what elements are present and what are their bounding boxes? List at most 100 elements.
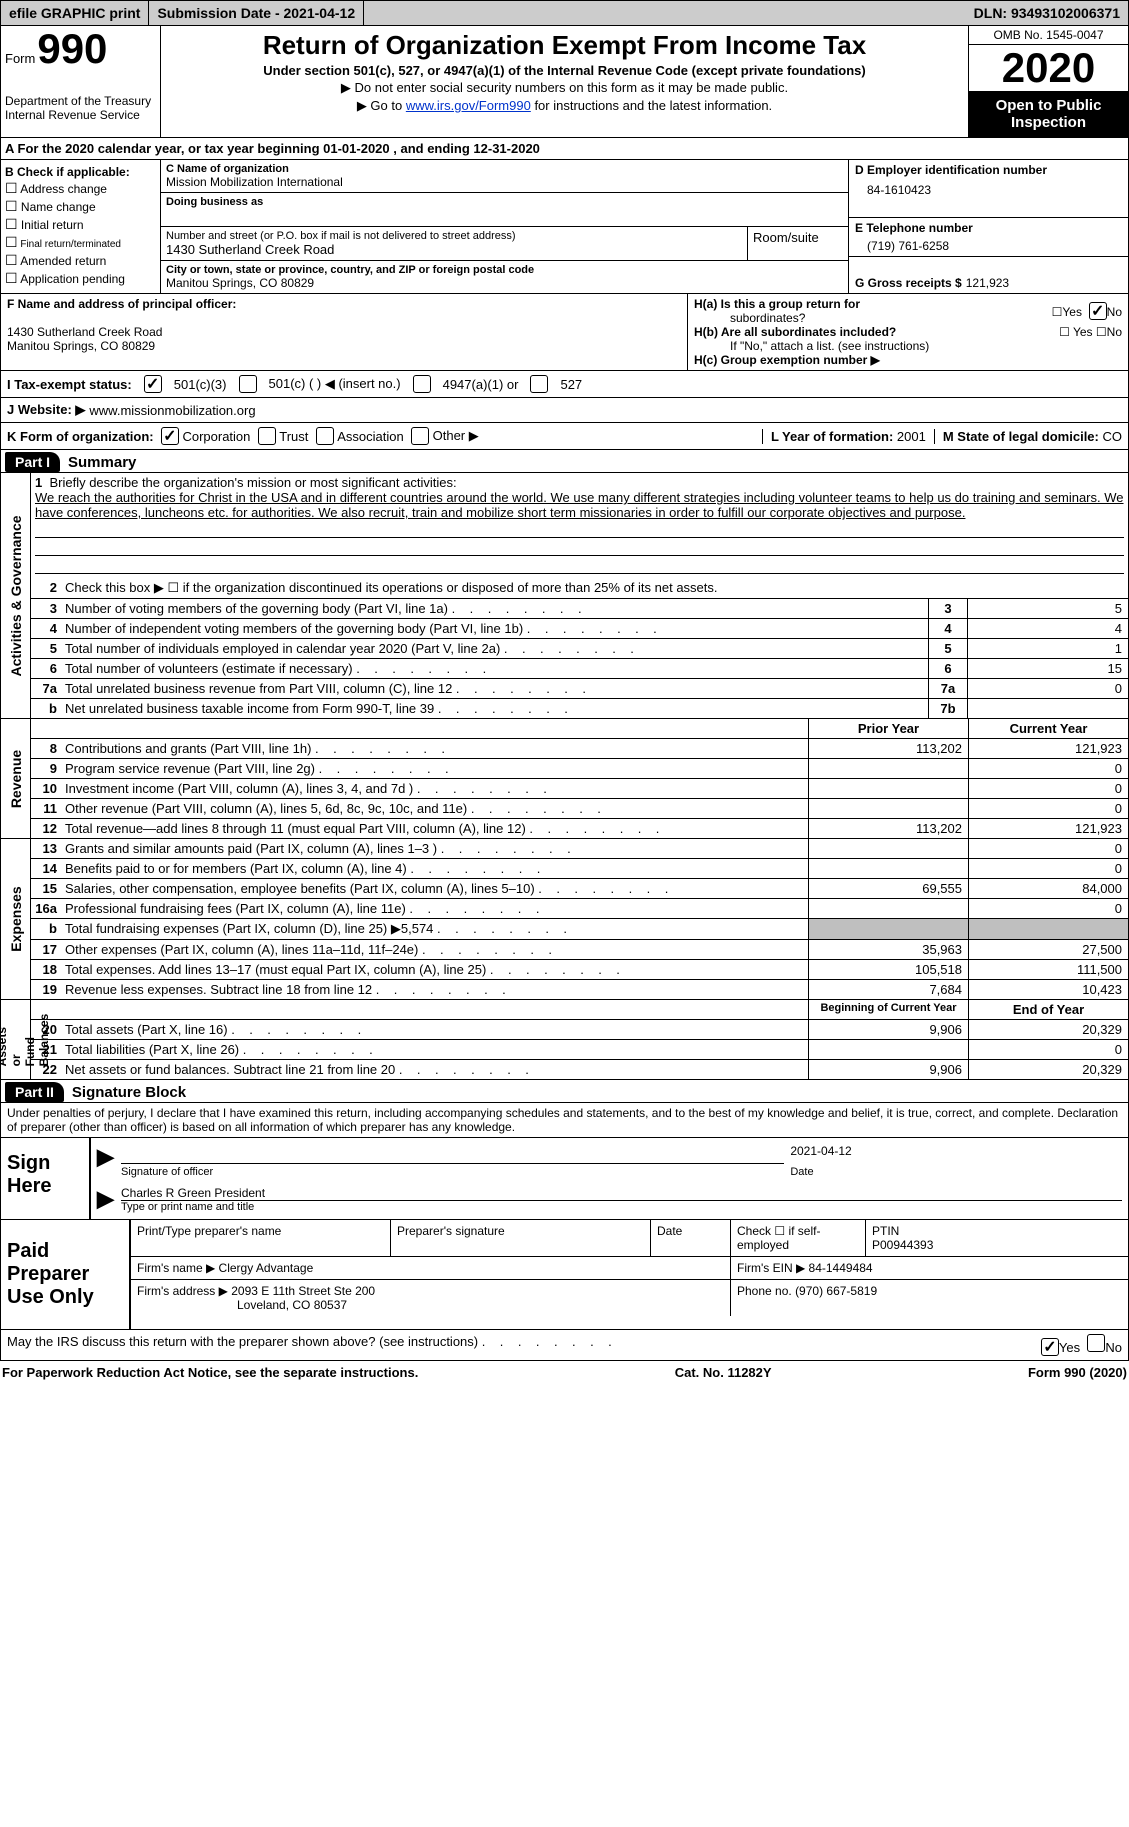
signature-block: Under penalties of perjury, I declare th… xyxy=(0,1103,1129,1220)
omb-number: OMB No. 1545-0047 xyxy=(969,26,1128,45)
top-bar: efile GRAPHIC print Submission Date - 20… xyxy=(0,0,1129,26)
mission-text: We reach the authorities for Christ in t… xyxy=(35,490,1124,520)
row-a-period: A For the 2020 calendar year, or tax yea… xyxy=(0,138,1129,160)
summary-row: 14Benefits paid to or for members (Part … xyxy=(31,859,1128,879)
box-b-title: B Check if applicable: xyxy=(5,165,156,179)
summary-row: 11Other revenue (Part VIII, column (A), … xyxy=(31,799,1128,819)
ssn-note: ▶ Do not enter social security numbers o… xyxy=(165,80,964,96)
summary-row: 22Net assets or fund balances. Subtract … xyxy=(31,1060,1128,1079)
chk-pending: ☐ Application pending xyxy=(5,270,156,287)
officer-group-row: F Name and address of principal officer:… xyxy=(0,294,1129,371)
firm-phone: (970) 667-5819 xyxy=(795,1284,877,1298)
summary-row: 12Total revenue—add lines 8 through 11 (… xyxy=(31,819,1128,838)
form-word: Form xyxy=(5,51,35,66)
irs-link[interactable]: www.irs.gov/Form990 xyxy=(406,98,531,113)
part-ii-header: Part II Signature Block xyxy=(0,1080,1129,1103)
form-of-org-row: K Form of organization: Corporation Trus… xyxy=(0,423,1129,450)
firm-ein: 84-1449484 xyxy=(809,1261,873,1275)
firm-addr2: Loveland, CO 80537 xyxy=(137,1298,347,1312)
tax-status-row: I Tax-exempt status: 501(c)(3) 501(c) ( … xyxy=(0,371,1129,398)
website: www.missionmobilization.org xyxy=(89,403,255,418)
summary-row: bNet unrelated business taxable income f… xyxy=(31,699,1128,718)
summary-row: 16aProfessional fundraising fees (Part I… xyxy=(31,899,1128,919)
city: Manitou Springs, CO 80829 xyxy=(166,276,843,290)
preparer-block: Paid Preparer Use Only Print/Type prepar… xyxy=(0,1220,1129,1330)
form-ref: Form 990 (2020) xyxy=(1028,1365,1127,1380)
chk-name: ☐ Name change xyxy=(5,198,156,215)
form-number: 990 xyxy=(37,30,107,68)
lbl-officer: F Name and address of principal officer: xyxy=(7,297,681,311)
chk-initial: ☐ Initial return xyxy=(5,216,156,233)
org-name: Mission Mobilization International xyxy=(166,175,843,189)
form-subtitle: Under section 501(c), 527, or 4947(a)(1)… xyxy=(165,63,964,78)
chk-4947[interactable] xyxy=(413,375,431,393)
discuss-yes[interactable] xyxy=(1041,1338,1059,1356)
hb-note: If "No," attach a list. (see instruction… xyxy=(694,339,1122,353)
form-header: Form 990 Department of the Treasury Inte… xyxy=(0,26,1129,138)
chk-amended: ☐ Amended return xyxy=(5,252,156,269)
efile-label: efile GRAPHIC print xyxy=(1,1,149,25)
dept-treasury: Department of the Treasury Internal Reve… xyxy=(5,94,156,122)
summary-row: 15Salaries, other compensation, employee… xyxy=(31,879,1128,899)
sig-date: 2021-04-12 xyxy=(784,1144,1122,1166)
firm-addr1: 2093 E 11th Street Ste 200 xyxy=(231,1284,375,1298)
summary-row: 7aTotal unrelated business revenue from … xyxy=(31,679,1128,699)
open-inspection: Open to Public Inspection xyxy=(969,91,1128,137)
summary-row: bTotal fundraising expenses (Part IX, co… xyxy=(31,919,1128,940)
officer-addr1: 1430 Sutherland Creek Road xyxy=(7,325,681,339)
perjury-note: Under penalties of perjury, I declare th… xyxy=(1,1103,1128,1138)
ha-lbl: H(a) Is this a group return for xyxy=(694,297,860,311)
summary-row: 3Number of voting members of the governi… xyxy=(31,599,1128,619)
summary-row: 21Total liabilities (Part X, line 26)0 xyxy=(31,1040,1128,1060)
website-row: J Website: ▶ www.missionmobilization.org xyxy=(0,398,1129,423)
box-b: B Check if applicable: ☐ Address change … xyxy=(1,160,161,293)
part-i-header: Part I Summary xyxy=(0,450,1129,473)
form-title: Return of Organization Exempt From Incom… xyxy=(165,30,964,61)
chk-other[interactable] xyxy=(411,427,429,445)
chk-501c[interactable] xyxy=(239,375,257,393)
summary-row: 9Program service revenue (Part VIII, lin… xyxy=(31,759,1128,779)
page-footer: For Paperwork Reduction Act Notice, see … xyxy=(0,1361,1129,1384)
paid-prep-label: Paid Preparer Use Only xyxy=(1,1220,131,1329)
chk-address: ☐ Address change xyxy=(5,180,156,197)
ha-no-chk[interactable] xyxy=(1089,302,1107,320)
chk-corp[interactable] xyxy=(161,427,179,445)
lbl-room: Room/suite xyxy=(753,230,843,245)
net-section: Net Assets or Fund Balances Beginning of… xyxy=(0,1000,1129,1080)
domicile: CO xyxy=(1103,429,1123,444)
summary-row: 19Revenue less expenses. Subtract line 1… xyxy=(31,980,1128,999)
hb-lbl: H(b) Are all subordinates included? xyxy=(694,325,896,339)
lbl-city: City or town, state or province, country… xyxy=(166,264,843,276)
ein: 84-1610423 xyxy=(855,183,1122,197)
lbl-dba: Doing business as xyxy=(166,196,843,208)
sign-here-label: Sign Here xyxy=(1,1138,91,1219)
summary-row: 10Investment income (Part VIII, column (… xyxy=(31,779,1128,799)
line-1: 1 Briefly describe the organization's mi… xyxy=(31,473,1128,578)
gov-section: Activities & Governance 1 Briefly descri… xyxy=(0,473,1129,719)
chk-trust[interactable] xyxy=(258,427,276,445)
summary-row: 17Other expenses (Part IX, column (A), l… xyxy=(31,940,1128,960)
street: 1430 Sutherland Creek Road xyxy=(166,242,742,257)
chk-assoc[interactable] xyxy=(316,427,334,445)
lbl-ein: D Employer identification number xyxy=(855,163,1122,177)
dln: DLN: 93493102006371 xyxy=(974,5,1128,21)
officer-addr2: Manitou Springs, CO 80829 xyxy=(7,339,681,353)
chk-527[interactable] xyxy=(530,375,548,393)
discuss-no[interactable] xyxy=(1087,1334,1105,1352)
chk-501c3[interactable] xyxy=(144,375,162,393)
summary-row: 4Number of independent voting members of… xyxy=(31,619,1128,639)
submission-date: Submission Date - 2021-04-12 xyxy=(149,1,364,25)
summary-row: 13Grants and similar amounts paid (Part … xyxy=(31,839,1128,859)
exp-section: Expenses 13Grants and similar amounts pa… xyxy=(0,839,1129,1000)
summary-row: 20Total assets (Part X, line 16)9,90620,… xyxy=(31,1020,1128,1040)
lbl-org-name: C Name of organization xyxy=(166,163,843,175)
lbl-gross: G Gross receipts $ xyxy=(855,276,962,290)
summary-row: 6Total number of volunteers (estimate if… xyxy=(31,659,1128,679)
summary-row: 8Contributions and grants (Part VIII, li… xyxy=(31,739,1128,759)
gross-receipts: 121,923 xyxy=(966,276,1009,290)
lbl-phone: E Telephone number xyxy=(855,221,1122,235)
firm-name: Clergy Advantage xyxy=(219,1261,314,1275)
lbl-street: Number and street (or P.O. box if mail i… xyxy=(166,230,742,242)
officer-name-title: Charles R Green President xyxy=(121,1186,1122,1201)
entity-info: B Check if applicable: ☐ Address change … xyxy=(0,160,1129,294)
